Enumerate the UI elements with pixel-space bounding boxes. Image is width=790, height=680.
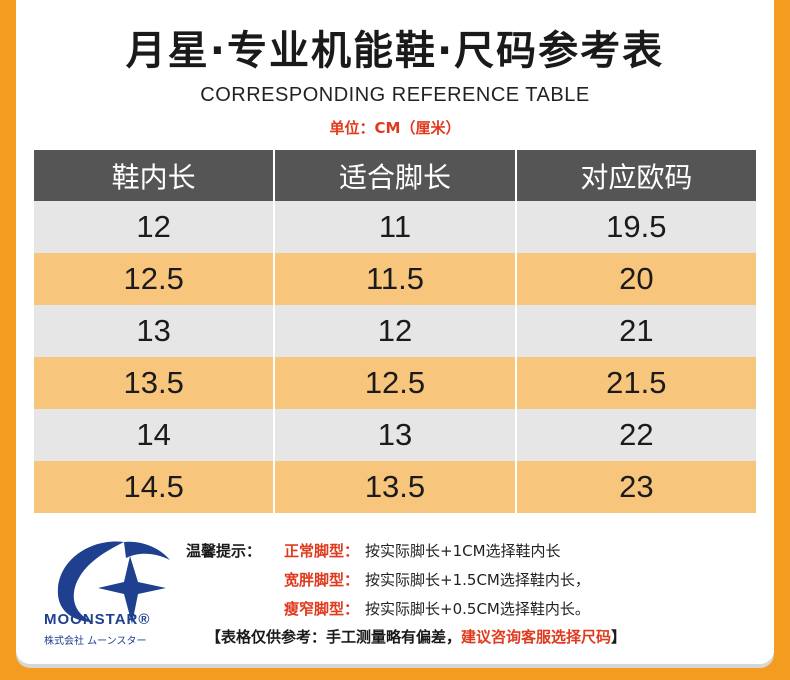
table-cell: 12 [275,305,517,357]
table-cell: 12.5 [34,253,276,305]
tip-text: 按实际脚长+1CM选择鞋内长 [365,542,561,560]
table-row: 13.5 12.5 21.5 [34,357,756,409]
note-text: 【表格仅供参考：手工测量略有偏差， [206,628,462,646]
table-cell: 13 [34,305,276,357]
table-header: 鞋内长 适合脚长 对应欧码 [34,150,756,201]
page-title: 月星·专业机能鞋·尺码参考表 [125,28,665,74]
tip-line: 瘦窄脚型： 按实际脚长+0.5CM选择鞋内长。 [186,594,590,623]
brand-name: MOONSTAR® [44,611,151,628]
table-cell: 14 [34,409,276,461]
tip-line: 宽胖脚型： 按实际脚长+1.5CM选择鞋内长， [186,565,590,594]
tip-type: 瘦窄脚型： [284,600,360,618]
table-row: 12.5 11.5 20 [34,253,756,305]
tips-heading: 温馨提示： [186,542,262,560]
table-cell: 21.5 [516,357,756,409]
note-end: 】 [611,628,627,646]
table-row: 14 13 22 [34,409,756,461]
table-cell: 12 [34,201,276,253]
table-cell: 20 [516,253,756,305]
table-cell: 11 [275,201,517,253]
column-header-eu-size: 对应欧码 [516,150,756,201]
table-row: 14.5 13.5 23 [34,461,756,513]
page-subtitle: CORRESPONDING REFERENCE TABLE [200,84,590,106]
size-chart-card: 月星·专业机能鞋·尺码参考表 CORRESPONDING REFERENCE T… [16,0,774,664]
table-cell: 13 [275,409,517,461]
table-cell: 11.5 [275,253,517,305]
moonstar-logo-icon [57,541,170,624]
note-highlight: 建议咨询客服选择尺码 [461,628,612,646]
table-row: 13 12 21 [34,305,756,357]
tip-type: 正常脚型： [284,542,360,560]
table-cell: 22 [516,409,756,461]
tip-text: 按实际脚长+1.5CM选择鞋内长， [365,571,590,589]
unit-label: 单位：CM（厘米） [329,119,461,137]
table-cell: 14.5 [34,461,276,513]
table-cell: 19.5 [516,201,756,253]
disclaimer-note: 【表格仅供参考：手工测量略有偏差，建议咨询客服选择尺码】 [206,626,626,647]
table-cell: 23 [516,461,756,513]
table-row: 12 11 19.5 [34,201,756,253]
size-table: 鞋内长 适合脚长 对应欧码 12 11 19.5 12.5 11.5 20 13… [34,150,756,513]
tips-block: 温馨提示： 正常脚型： 按实际脚长+1CM选择鞋内长 宽胖脚型： 按实际脚长+1… [186,536,590,623]
tip-text: 按实际脚长+0.5CM选择鞋内长。 [365,600,590,618]
tip-line: 温馨提示： 正常脚型： 按实际脚长+1CM选择鞋内长 [186,536,590,565]
column-header-inner-length: 鞋内长 [34,150,276,201]
table-cell: 12.5 [275,357,517,409]
column-header-foot-length: 适合脚长 [275,150,517,201]
tip-type: 宽胖脚型： [284,571,360,589]
brand-subname: 株式会社 ムーンスター [44,636,147,647]
table-cell: 13.5 [34,357,276,409]
table-cell: 21 [516,305,756,357]
table-cell: 13.5 [275,461,517,513]
